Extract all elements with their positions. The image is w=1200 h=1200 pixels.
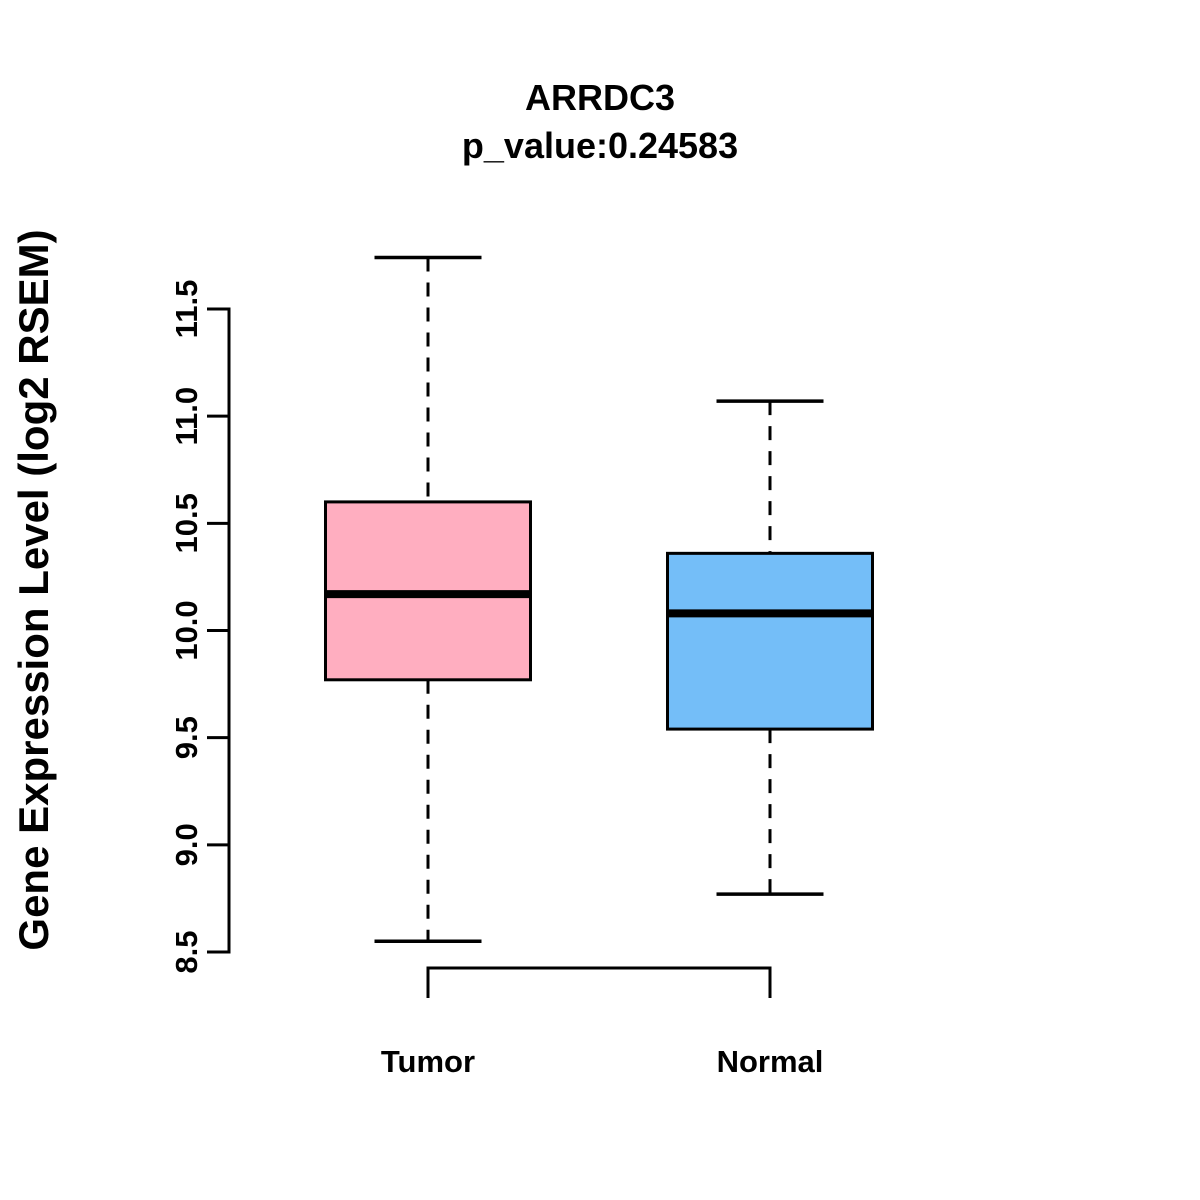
x-axis-label-tumor: Tumor bbox=[381, 1044, 475, 1079]
x-axis-label-normal: Normal bbox=[717, 1044, 824, 1079]
y-axis-tick-label: 11.5 bbox=[169, 280, 204, 339]
y-axis-tick-label: 9.0 bbox=[169, 823, 204, 866]
y-axis-tick-label: 10.5 bbox=[169, 493, 204, 553]
x-axis-bracket bbox=[426, 966, 772, 998]
box-normal bbox=[666, 551, 874, 731]
chart-title: ARRDC3 bbox=[524, 77, 675, 118]
y-axis-tick-label: 8.5 bbox=[169, 930, 204, 973]
y-axis-tick-label: 11.0 bbox=[169, 387, 204, 446]
y-axis-tick-label: 9.5 bbox=[169, 716, 204, 759]
y-axis-tick-label: 10.0 bbox=[169, 600, 204, 660]
chart-subtitle-pvalue: p_value:0.24583 bbox=[461, 125, 739, 166]
title-block: ARRDC3 p_value:0.24583 bbox=[0, 74, 1200, 170]
